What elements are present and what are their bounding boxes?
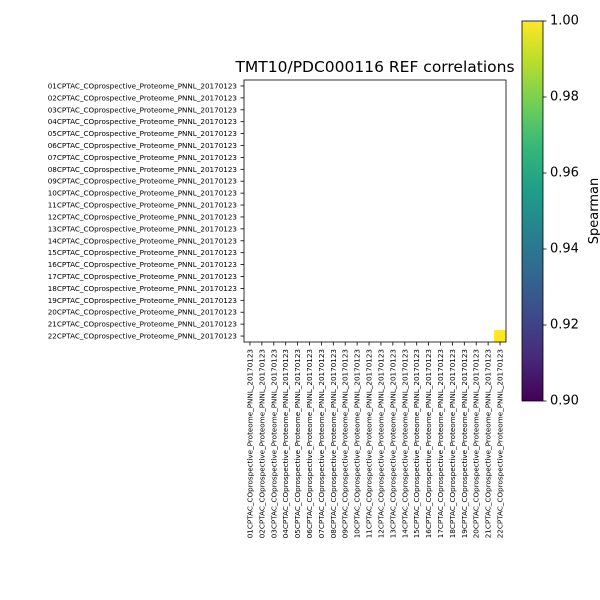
row-labels: 01CPTAC_COprospective_Proteome_PNNL_2017… [48, 81, 244, 341]
column-label: 14CPTAC_COprospective_Proteome_PNNL_2017… [400, 349, 409, 538]
row-label: 14CPTAC_COprospective_Proteome_PNNL_2017… [48, 236, 237, 245]
row-label: 01CPTAC_COprospective_Proteome_PNNL_2017… [48, 81, 237, 90]
colorbar-tick-label: 1.00 [550, 14, 579, 29]
row-label: 09CPTAC_COprospective_Proteome_PNNL_2017… [48, 177, 237, 186]
row-label: 12CPTAC_COprospective_Proteome_PNNL_2017… [48, 212, 237, 221]
column-label: 22CPTAC_COprospective_Proteome_PNNL_2017… [496, 349, 505, 538]
column-label: 09CPTAC_COprospective_Proteome_PNNL_2017… [341, 349, 350, 538]
row-label: 18CPTAC_COprospective_Proteome_PNNL_2017… [48, 284, 237, 293]
column-label: 16CPTAC_COprospective_Proteome_PNNL_2017… [424, 349, 433, 538]
column-label: 05CPTAC_COprospective_Proteome_PNNL_2017… [293, 349, 302, 538]
column-label: 04CPTAC_COprospective_Proteome_PNNL_2017… [281, 349, 290, 538]
row-label: 22CPTAC_COprospective_Proteome_PNNL_2017… [48, 332, 237, 341]
column-label: 18CPTAC_COprospective_Proteome_PNNL_2017… [448, 349, 457, 538]
column-label: 11CPTAC_COprospective_Proteome_PNNL_2017… [365, 349, 374, 538]
row-label: 20CPTAC_COprospective_Proteome_PNNL_2017… [48, 308, 237, 317]
heatmap-cell [494, 330, 506, 342]
row-label: 17CPTAC_COprospective_Proteome_PNNL_2017… [48, 272, 237, 281]
row-label: 07CPTAC_COprospective_Proteome_PNNL_2017… [48, 153, 237, 162]
column-label: 13CPTAC_COprospective_Proteome_PNNL_2017… [388, 349, 397, 538]
colorbar-gradient [521, 20, 544, 402]
column-label: 06CPTAC_COprospective_Proteome_PNNL_2017… [305, 349, 314, 538]
column-label: 02CPTAC_COprospective_Proteome_PNNL_2017… [257, 349, 266, 538]
row-label: 19CPTAC_COprospective_Proteome_PNNL_2017… [48, 296, 237, 305]
column-label: 07CPTAC_COprospective_Proteome_PNNL_2017… [317, 349, 326, 538]
column-label: 19CPTAC_COprospective_Proteome_PNNL_2017… [460, 349, 469, 538]
row-label: 16CPTAC_COprospective_Proteome_PNNL_2017… [48, 260, 237, 269]
column-label: 01CPTAC_COprospective_Proteome_PNNL_2017… [245, 349, 254, 538]
row-label: 03CPTAC_COprospective_Proteome_PNNL_2017… [48, 105, 237, 114]
row-label: 21CPTAC_COprospective_Proteome_PNNL_2017… [48, 320, 237, 329]
column-label: 08CPTAC_COprospective_Proteome_PNNL_2017… [329, 349, 338, 538]
row-label: 02CPTAC_COprospective_Proteome_PNNL_2017… [48, 93, 237, 102]
column-label: 03CPTAC_COprospective_Proteome_PNNL_2017… [269, 349, 278, 538]
column-labels: 01CPTAC_COprospective_Proteome_PNNL_2017… [245, 342, 505, 538]
column-label: 21CPTAC_COprospective_Proteome_PNNL_2017… [484, 349, 493, 538]
colorbar-label: Spearman [587, 178, 600, 244]
colorbar: 0.90 0.92 0.94 0.96 0.98 1.00 Spearman [521, 14, 600, 409]
column-label: 17CPTAC_COprospective_Proteome_PNNL_2017… [436, 349, 445, 538]
row-label: 15CPTAC_COprospective_Proteome_PNNL_2017… [48, 248, 237, 257]
row-label: 11CPTAC_COprospective_Proteome_PNNL_2017… [48, 201, 237, 210]
column-label: 10CPTAC_COprospective_Proteome_PNNL_2017… [353, 349, 362, 538]
colorbar-tick-label: 0.92 [550, 318, 579, 333]
column-label: 12CPTAC_COprospective_Proteome_PNNL_2017… [376, 349, 385, 538]
heatmap-plot-area [243, 79, 507, 343]
row-label: 06CPTAC_COprospective_Proteome_PNNL_2017… [48, 141, 237, 150]
colorbar-tick-label: 0.98 [550, 90, 579, 105]
row-label: 10CPTAC_COprospective_Proteome_PNNL_2017… [48, 189, 237, 198]
row-label: 04CPTAC_COprospective_Proteome_PNNL_2017… [48, 117, 237, 126]
row-label: 08CPTAC_COprospective_Proteome_PNNL_2017… [48, 165, 237, 174]
row-label: 13CPTAC_COprospective_Proteome_PNNL_2017… [48, 224, 237, 233]
column-label: 20CPTAC_COprospective_Proteome_PNNL_2017… [472, 349, 481, 538]
row-label: 05CPTAC_COprospective_Proteome_PNNL_2017… [48, 129, 237, 138]
chart-title: TMT10/PDC000116 REF correlations [234, 58, 514, 76]
colorbar-tick-label: 0.96 [550, 166, 579, 181]
heatmap-cells [494, 330, 506, 342]
colorbar-tick-label: 0.90 [550, 394, 579, 409]
colorbar-tick-label: 0.94 [550, 242, 579, 257]
column-label: 15CPTAC_COprospective_Proteome_PNNL_2017… [412, 349, 421, 538]
colorbar-ticks: 0.90 0.92 0.94 0.96 0.98 1.00 [543, 14, 579, 409]
